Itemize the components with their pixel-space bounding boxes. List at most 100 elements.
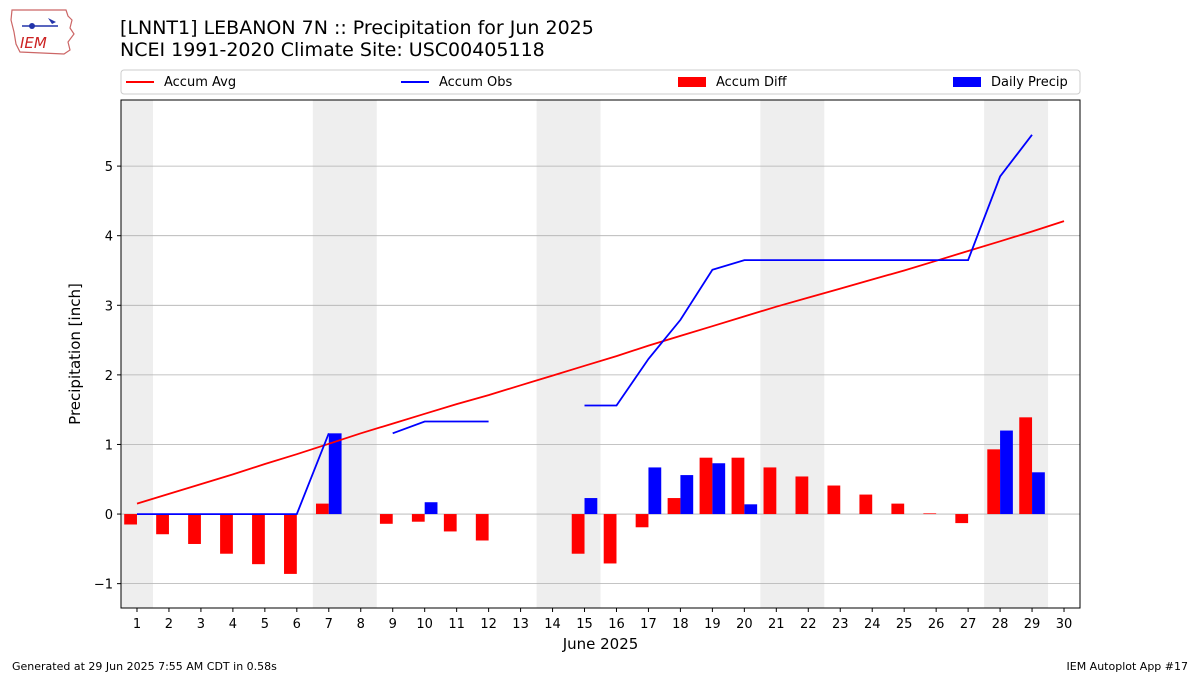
legend-swatch-accum-diff bbox=[678, 77, 706, 87]
x-tick-label-19: 19 bbox=[704, 617, 721, 632]
x-tick-label-27: 27 bbox=[960, 617, 977, 632]
x-tick-label-25: 25 bbox=[896, 617, 913, 632]
x-axis: 1 2 3 4 5 6 7 8 9 10 11 12 13 14 15 16 17 18 19 20 21 22 23 24 2… bbox=[133, 608, 1072, 632]
legend-swatch-daily-precip bbox=[953, 77, 981, 87]
diff-bar-day-20 bbox=[731, 457, 745, 515]
x-tick-label-12: 12 bbox=[480, 617, 497, 632]
x-tick-label-26: 26 bbox=[928, 617, 945, 632]
x-tick-label-30: 30 bbox=[1056, 617, 1073, 632]
y-axis-label: Precipitation [inch] bbox=[66, 283, 84, 425]
diff-bar-day-6 bbox=[284, 514, 297, 574]
daily-bar-day-18 bbox=[680, 475, 694, 515]
x-tick-label-4: 4 bbox=[229, 617, 237, 632]
diff-bar-day-10 bbox=[411, 514, 425, 522]
x-tick-label-15: 15 bbox=[576, 617, 593, 632]
legend-label-daily-precip: Daily Precip bbox=[991, 75, 1068, 90]
plot-frame bbox=[120, 99, 1081, 609]
x-tick-label-3: 3 bbox=[197, 617, 205, 632]
diff-bar-day-17 bbox=[635, 514, 649, 528]
x-tick-label-10: 10 bbox=[416, 617, 433, 632]
diff-bar-day-9 bbox=[379, 514, 393, 524]
diff-bar-day-23 bbox=[827, 485, 841, 515]
y-tick-label--1: −1 bbox=[94, 578, 113, 593]
diff-bar-day-19 bbox=[699, 457, 713, 515]
accum-obs-line-segment-2 bbox=[392, 420, 489, 435]
daily-bar-day-20 bbox=[744, 504, 758, 515]
diff-bar-day-25 bbox=[891, 503, 905, 515]
diff-bar-day-15 bbox=[571, 514, 585, 554]
diff-bar-day-29 bbox=[1019, 417, 1033, 515]
weekend-band-4 bbox=[760, 100, 825, 608]
weekend-band-1 bbox=[121, 100, 153, 608]
diff-bar-day-27 bbox=[955, 514, 969, 524]
daily-bar-day-7 bbox=[328, 433, 342, 515]
x-tick-label-14: 14 bbox=[544, 617, 561, 632]
x-tick-label-1: 1 bbox=[133, 617, 141, 632]
y-axis: −1 0 1 2 3 4 5 bbox=[94, 160, 121, 593]
x-tick-label-8: 8 bbox=[357, 617, 365, 632]
x-tick-label-24: 24 bbox=[864, 617, 881, 632]
y-tick-label-1: 1 bbox=[105, 438, 113, 453]
y-tick-label-3: 3 bbox=[105, 299, 113, 314]
diff-bar-day-26 bbox=[923, 513, 937, 515]
legend-label-accum-avg: Accum Avg bbox=[164, 75, 236, 90]
x-tick-label-11: 11 bbox=[448, 617, 465, 632]
diff-bar-day-11 bbox=[443, 514, 457, 532]
grid-lines bbox=[121, 165, 1080, 585]
y-tick-label-5: 5 bbox=[105, 160, 113, 175]
y-tick-label-0: 0 bbox=[105, 508, 113, 523]
diff-bar-day-22 bbox=[795, 476, 809, 515]
diff-bar-day-3 bbox=[188, 514, 201, 544]
x-tick-label-21: 21 bbox=[768, 617, 785, 632]
accum-avg-line-segment-1 bbox=[136, 220, 1065, 505]
x-tick-label-18: 18 bbox=[672, 617, 689, 632]
x-tick-label-29: 29 bbox=[1024, 617, 1041, 632]
x-tick-label-20: 20 bbox=[736, 617, 753, 632]
x-axis-label: June 2025 bbox=[562, 635, 639, 653]
accum-obs-line-segment-3 bbox=[584, 134, 1033, 407]
daily-bar-day-19 bbox=[712, 463, 726, 515]
x-tick-label-13: 13 bbox=[512, 617, 529, 632]
x-tick-label-6: 6 bbox=[293, 617, 301, 632]
line-marks bbox=[136, 134, 1065, 515]
daily-bar-day-28 bbox=[1000, 430, 1013, 515]
generated-note: Generated at 29 Jun 2025 7:55 AM CDT in … bbox=[12, 660, 277, 673]
weekend-band-5 bbox=[984, 100, 1049, 608]
chart-subtitle: NCEI 1991-2020 Climate Site: USC00405118 bbox=[120, 39, 545, 61]
daily-bar-day-17 bbox=[648, 467, 662, 515]
x-tick-label-9: 9 bbox=[389, 617, 397, 632]
app-note: IEM Autoplot App #17 bbox=[1066, 660, 1189, 673]
x-tick-label-28: 28 bbox=[992, 617, 1009, 632]
chart-title: [LNNT1] LEBANON 7N :: Precipitation for … bbox=[120, 17, 594, 39]
y-tick-label-4: 4 bbox=[105, 230, 113, 245]
iem-logo: IEM bbox=[8, 6, 80, 58]
diff-bar-day-16 bbox=[603, 514, 617, 564]
daily-bar-day-10 bbox=[424, 502, 438, 515]
diff-bar-day-12 bbox=[475, 514, 489, 541]
diff-bar-day-4 bbox=[220, 514, 233, 554]
y-tick-label-2: 2 bbox=[105, 369, 113, 384]
legend-box bbox=[120, 69, 1081, 95]
accum-obs-line-segment-1 bbox=[137, 432, 330, 515]
svg-text:IEM: IEM bbox=[20, 34, 47, 52]
daily-bar-day-29 bbox=[1032, 472, 1045, 515]
legend-label-accum-obs: Accum Obs bbox=[439, 75, 512, 90]
weekend-bands bbox=[121, 100, 1049, 608]
diff-bar-day-21 bbox=[763, 467, 777, 515]
x-tick-label-16: 16 bbox=[608, 617, 625, 632]
x-tick-label-23: 23 bbox=[832, 617, 849, 632]
x-tick-label-17: 17 bbox=[640, 617, 657, 632]
x-tick-label-5: 5 bbox=[261, 617, 269, 632]
diff-bar-day-5 bbox=[252, 514, 265, 565]
daily-bar-day-15 bbox=[584, 498, 598, 515]
x-tick-label-7: 7 bbox=[325, 617, 333, 632]
x-tick-label-2: 2 bbox=[165, 617, 173, 632]
legend-label-accum-diff: Accum Diff bbox=[716, 75, 788, 90]
bar-marks bbox=[124, 417, 1045, 574]
diff-bar-day-7 bbox=[315, 503, 329, 515]
diff-bar-day-1 bbox=[124, 514, 137, 525]
diff-bar-day-24 bbox=[859, 494, 873, 515]
diff-bar-day-2 bbox=[156, 514, 169, 535]
legend: Accum Avg Accum Obs Accum Diff Daily Precip bbox=[120, 69, 1081, 95]
